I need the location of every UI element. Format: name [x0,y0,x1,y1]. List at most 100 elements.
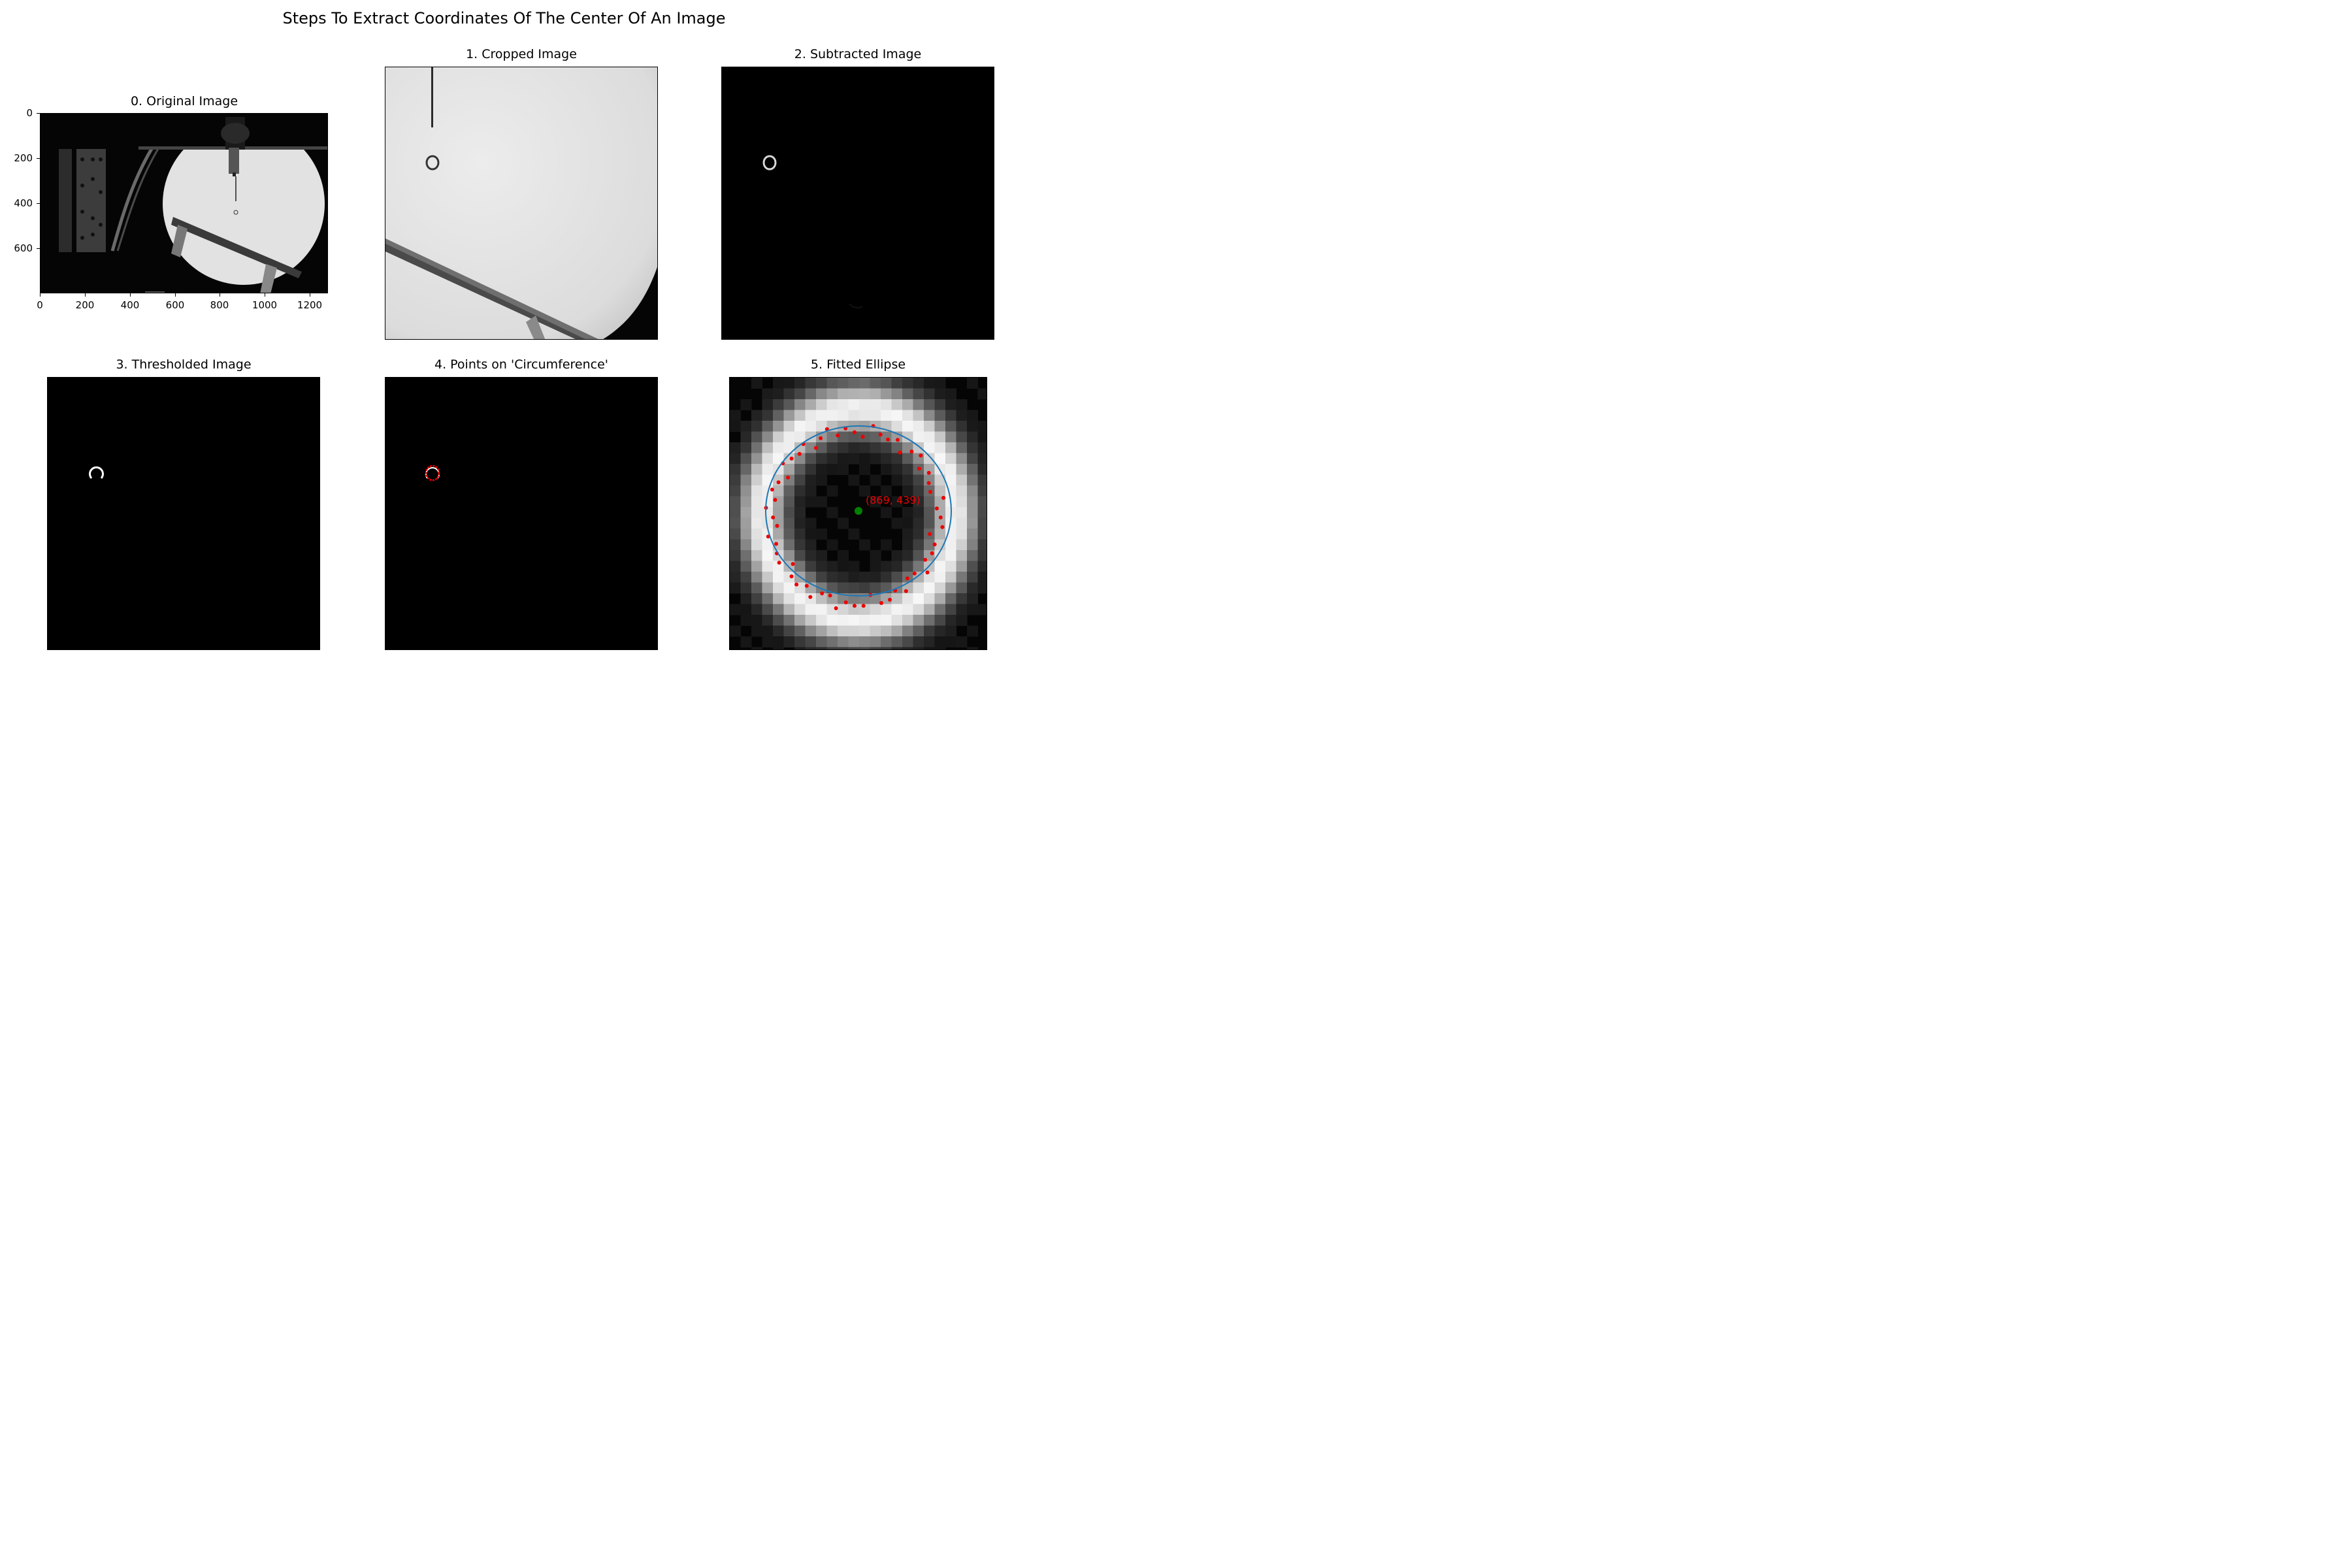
image-pixel [730,474,741,486]
image-pixel [762,442,774,453]
circumference-point [917,466,921,471]
image-pixel [762,539,774,551]
image-pixel [977,421,987,432]
image-pixel [751,561,762,572]
image-pixel [881,604,892,615]
image-pixel [762,550,774,561]
image-pixel [924,464,935,475]
image-pixel [838,388,849,400]
image-pixel [794,474,806,486]
circumference-point [853,604,857,608]
circumference-point [834,606,838,610]
image-pixel [826,410,838,421]
image-pixel [848,410,860,421]
image-pixel [956,453,968,465]
image-pixel [848,582,860,594]
image-pixel [816,582,827,594]
image-pixel [891,636,903,647]
image-pixel [924,582,935,594]
image-pixel [934,572,946,583]
image-pixel [859,378,870,389]
image-pixel [977,474,987,486]
image-pixel [816,561,827,572]
image-pixel [762,604,774,615]
image-pixel [891,388,903,400]
image-pixel [848,388,860,400]
image-pixel [762,507,774,518]
image-pixel [967,550,978,561]
image-pixel [870,625,881,637]
panel-4-title: 4. Points on 'Circumference' [434,357,608,372]
image-pixel [945,442,956,453]
circumference-point [771,515,776,519]
image-pixel [913,615,924,626]
panel-5-title: 5. Fitted Ellipse [810,357,906,372]
image-pixel [848,625,860,637]
image-pixel [805,421,817,432]
image-pixel [762,453,774,465]
image-pixel [805,539,817,551]
image-pixel [740,529,752,540]
image-pixel [881,572,892,583]
image-pixel [924,474,935,486]
image-pixel [805,550,817,561]
image-pixel [934,625,946,637]
image-pixel [838,615,849,626]
image-pixel [805,453,817,465]
image-pixel [740,550,752,561]
image-pixel [751,550,762,561]
image-pixel [805,517,817,529]
image-pixel [773,593,784,604]
image-pixel [848,636,860,647]
figure-title: Steps To Extract Coordinates Of The Cent… [282,9,726,27]
image-pixel [762,582,774,594]
image-pixel [945,625,956,637]
image-pixel [891,593,903,604]
image-pixel [805,442,817,453]
image-pixel [838,572,849,583]
image-pixel [934,636,946,647]
image-pixel [730,550,741,561]
image-pixel [881,615,892,626]
image-pixel [881,485,892,497]
image-pixel [924,378,935,389]
image-pixel [902,378,913,389]
image-pixel [740,421,752,432]
image-pixel [924,399,935,410]
image-pixel [859,539,870,551]
image-pixel [977,561,987,572]
image-pixel [913,421,924,432]
image-pixel [977,464,987,475]
image-pixel [891,625,903,637]
image-pixel [794,647,806,649]
image-pixel [924,625,935,637]
image-pixel [945,604,956,615]
image-pixel [902,507,913,518]
image-pixel [751,615,762,626]
image-pixel [794,517,806,529]
image-pixel [794,593,806,604]
image-pixel [826,582,838,594]
image-pixel [773,529,784,540]
image-pixel [859,625,870,637]
image-pixel [913,647,924,649]
image-pixel [956,410,968,421]
image-pixel [902,539,913,551]
image-pixel [977,453,987,465]
image-pixel [794,388,806,400]
image-pixel [967,378,978,389]
image-pixel [881,442,892,453]
image-pixel [977,604,987,615]
image-pixel [945,593,956,604]
image-pixel [838,464,849,475]
circumference-point [909,449,914,454]
image-pixel [783,539,795,551]
cropped-image [385,67,658,340]
image-pixel [794,529,806,540]
image-pixel [838,561,849,572]
circumference-point [861,604,866,608]
circumference-point [786,475,791,480]
image-pixel [924,388,935,400]
image-pixel [730,496,741,508]
image-pixel [805,647,817,649]
